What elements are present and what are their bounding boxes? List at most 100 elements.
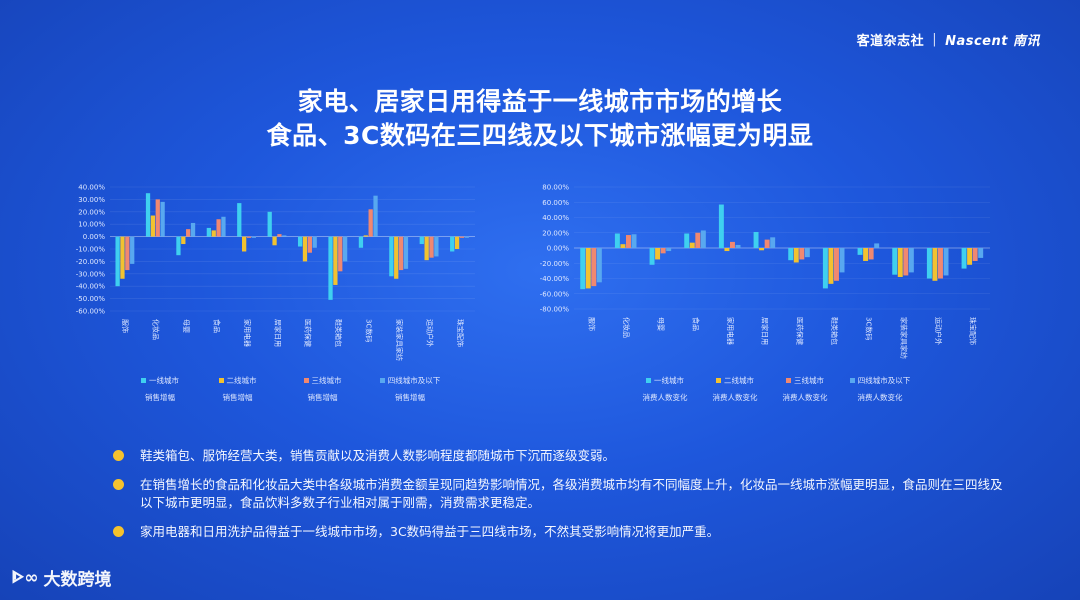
legend-sub: 销售增幅 [145, 393, 175, 402]
bar [368, 209, 373, 237]
bar [764, 239, 770, 248]
x-category-label: 居家日用 [761, 317, 770, 345]
bar [242, 236, 247, 252]
bar [972, 248, 978, 261]
legend-sub: 销售增幅 [222, 393, 253, 402]
y-tick-label: -60.00% [540, 290, 570, 298]
bar [834, 248, 839, 281]
x-category-label: 鞋类箱包 [334, 319, 343, 347]
bar [596, 248, 602, 283]
y-tick-label: -20.00% [76, 258, 106, 266]
bar [434, 236, 439, 257]
bar [358, 236, 364, 248]
brand-separator: | [932, 32, 938, 47]
sales-growth-chart-svg: 40.00% 30.00% 20.00% 10.00% 0.00% -10.00% -20.… [76, 184, 475, 361]
bar [655, 248, 661, 260]
legend-swatch [646, 378, 651, 383]
bar [130, 236, 135, 264]
bar [454, 236, 460, 249]
bar [237, 203, 242, 237]
bar [735, 244, 741, 248]
bar [932, 248, 938, 281]
bar [307, 236, 312, 253]
legend-sub: 消费人数变化 [642, 393, 688, 402]
legend-swatch [716, 378, 721, 383]
legend-left-item: 四线城市及以下 销售增幅 [365, 375, 455, 403]
bar [464, 236, 469, 238]
bar [684, 233, 690, 248]
x-category-label: 家装家具家纺 [899, 317, 908, 359]
legend-sub: 销售增幅 [307, 393, 338, 402]
legend-label: 三线城市 [794, 376, 824, 385]
legend-label: 四线城市及以下 [387, 376, 441, 385]
bar [297, 236, 303, 247]
bar [181, 236, 186, 245]
footer-logo-text: 大数跨境 [43, 570, 112, 590]
bar [125, 236, 130, 271]
x-category-label: 家用电器 [243, 319, 252, 347]
bar [419, 236, 424, 245]
y-tick-label: 0.00% [83, 233, 106, 241]
bar [908, 248, 914, 273]
x-category-label: 服饰 [121, 319, 130, 333]
bar [389, 236, 394, 277]
bar [620, 244, 626, 248]
x-category-label: 化妆品 [152, 319, 161, 340]
consumer-change-chart: 80.00% 60.00% 40.00% 20.00% 0.00% -20.00% -40.… [530, 180, 1000, 405]
bar [926, 248, 932, 279]
x-category-label: 3C数码 [865, 317, 874, 340]
x-category-label: 医药保健 [795, 317, 804, 345]
legend-label: 三线城市 [311, 376, 342, 385]
y-tick-label: -60.00% [76, 308, 106, 316]
bar [822, 248, 828, 289]
bar [614, 233, 620, 248]
legend-left-item: 二线城市 销售增幅 [195, 375, 280, 403]
legend-right-item: 二线城市 消费人数变化 [700, 375, 770, 403]
bar [150, 215, 156, 237]
bar [591, 248, 597, 287]
consumer-change-chart-svg: 80.00% 60.00% 40.00% 20.00% 0.00% -20.00% -40.… [540, 184, 990, 359]
x-category-label: 化妆品 [622, 317, 631, 338]
sales-growth-chart: 40.00% 30.00% 20.00% 10.00% 0.00% -10.00% -20.… [70, 180, 490, 405]
bar [338, 236, 343, 272]
legend-swatch [786, 378, 791, 383]
note-text: 家用电器和日用洗护品得益于一线城市市场，3C数码得益于三四线市场，不然其受影响情… [140, 524, 720, 539]
note-item: 家用电器和日用洗护品得益于一线城市市场，3C数码得益于三四线市场，不然其受影响情… [113, 523, 1013, 541]
bar [216, 219, 221, 237]
bar [398, 236, 404, 271]
bar [155, 199, 160, 237]
bar [251, 236, 257, 238]
notes-list: 鞋类箱包、服饰经营大类，销售贡献以及消费人数影响程度都随城市下沉而逐级变弱。 在… [113, 447, 1013, 552]
bar [943, 248, 949, 276]
bar [580, 248, 586, 290]
bar [429, 236, 434, 258]
bar [804, 248, 810, 258]
bar [145, 193, 151, 237]
bar [938, 248, 943, 279]
bar [961, 248, 967, 269]
bar [724, 248, 730, 252]
slide-title: 家电、居家日用得益于一线城市市场的增长 食品、3C数码在三四线及以下城市涨幅更为… [0, 85, 1080, 153]
y-tick-label: 20.00% [78, 208, 105, 216]
x-category-label: 家用电器 [726, 317, 735, 345]
bar [666, 248, 672, 252]
y-tick-label: 80.00% [542, 184, 569, 192]
bar [115, 236, 120, 287]
legend-swatch [303, 378, 309, 383]
bar [333, 236, 338, 285]
x-category-label: 珠宝配饰 [456, 319, 465, 347]
bar [903, 248, 909, 276]
bar [857, 248, 863, 255]
bar [695, 232, 701, 248]
bar [897, 248, 903, 277]
legend-sub: 销售增幅 [395, 393, 425, 402]
y-tick-label: -10.00% [76, 246, 106, 254]
y-tick-label: -50.00% [76, 295, 106, 303]
y-tick-label: 20.00% [542, 229, 569, 237]
y-tick-label: 40.00% [542, 214, 569, 222]
bar [328, 236, 333, 300]
legend-right-item: 三线城市 消费人数变化 [770, 375, 840, 403]
bar [190, 222, 196, 237]
note-text: 鞋类箱包、服饰经营大类，销售贡献以及消费人数影响程度都随城市下沉而逐级变弱。 [140, 448, 616, 463]
bar [839, 248, 845, 273]
